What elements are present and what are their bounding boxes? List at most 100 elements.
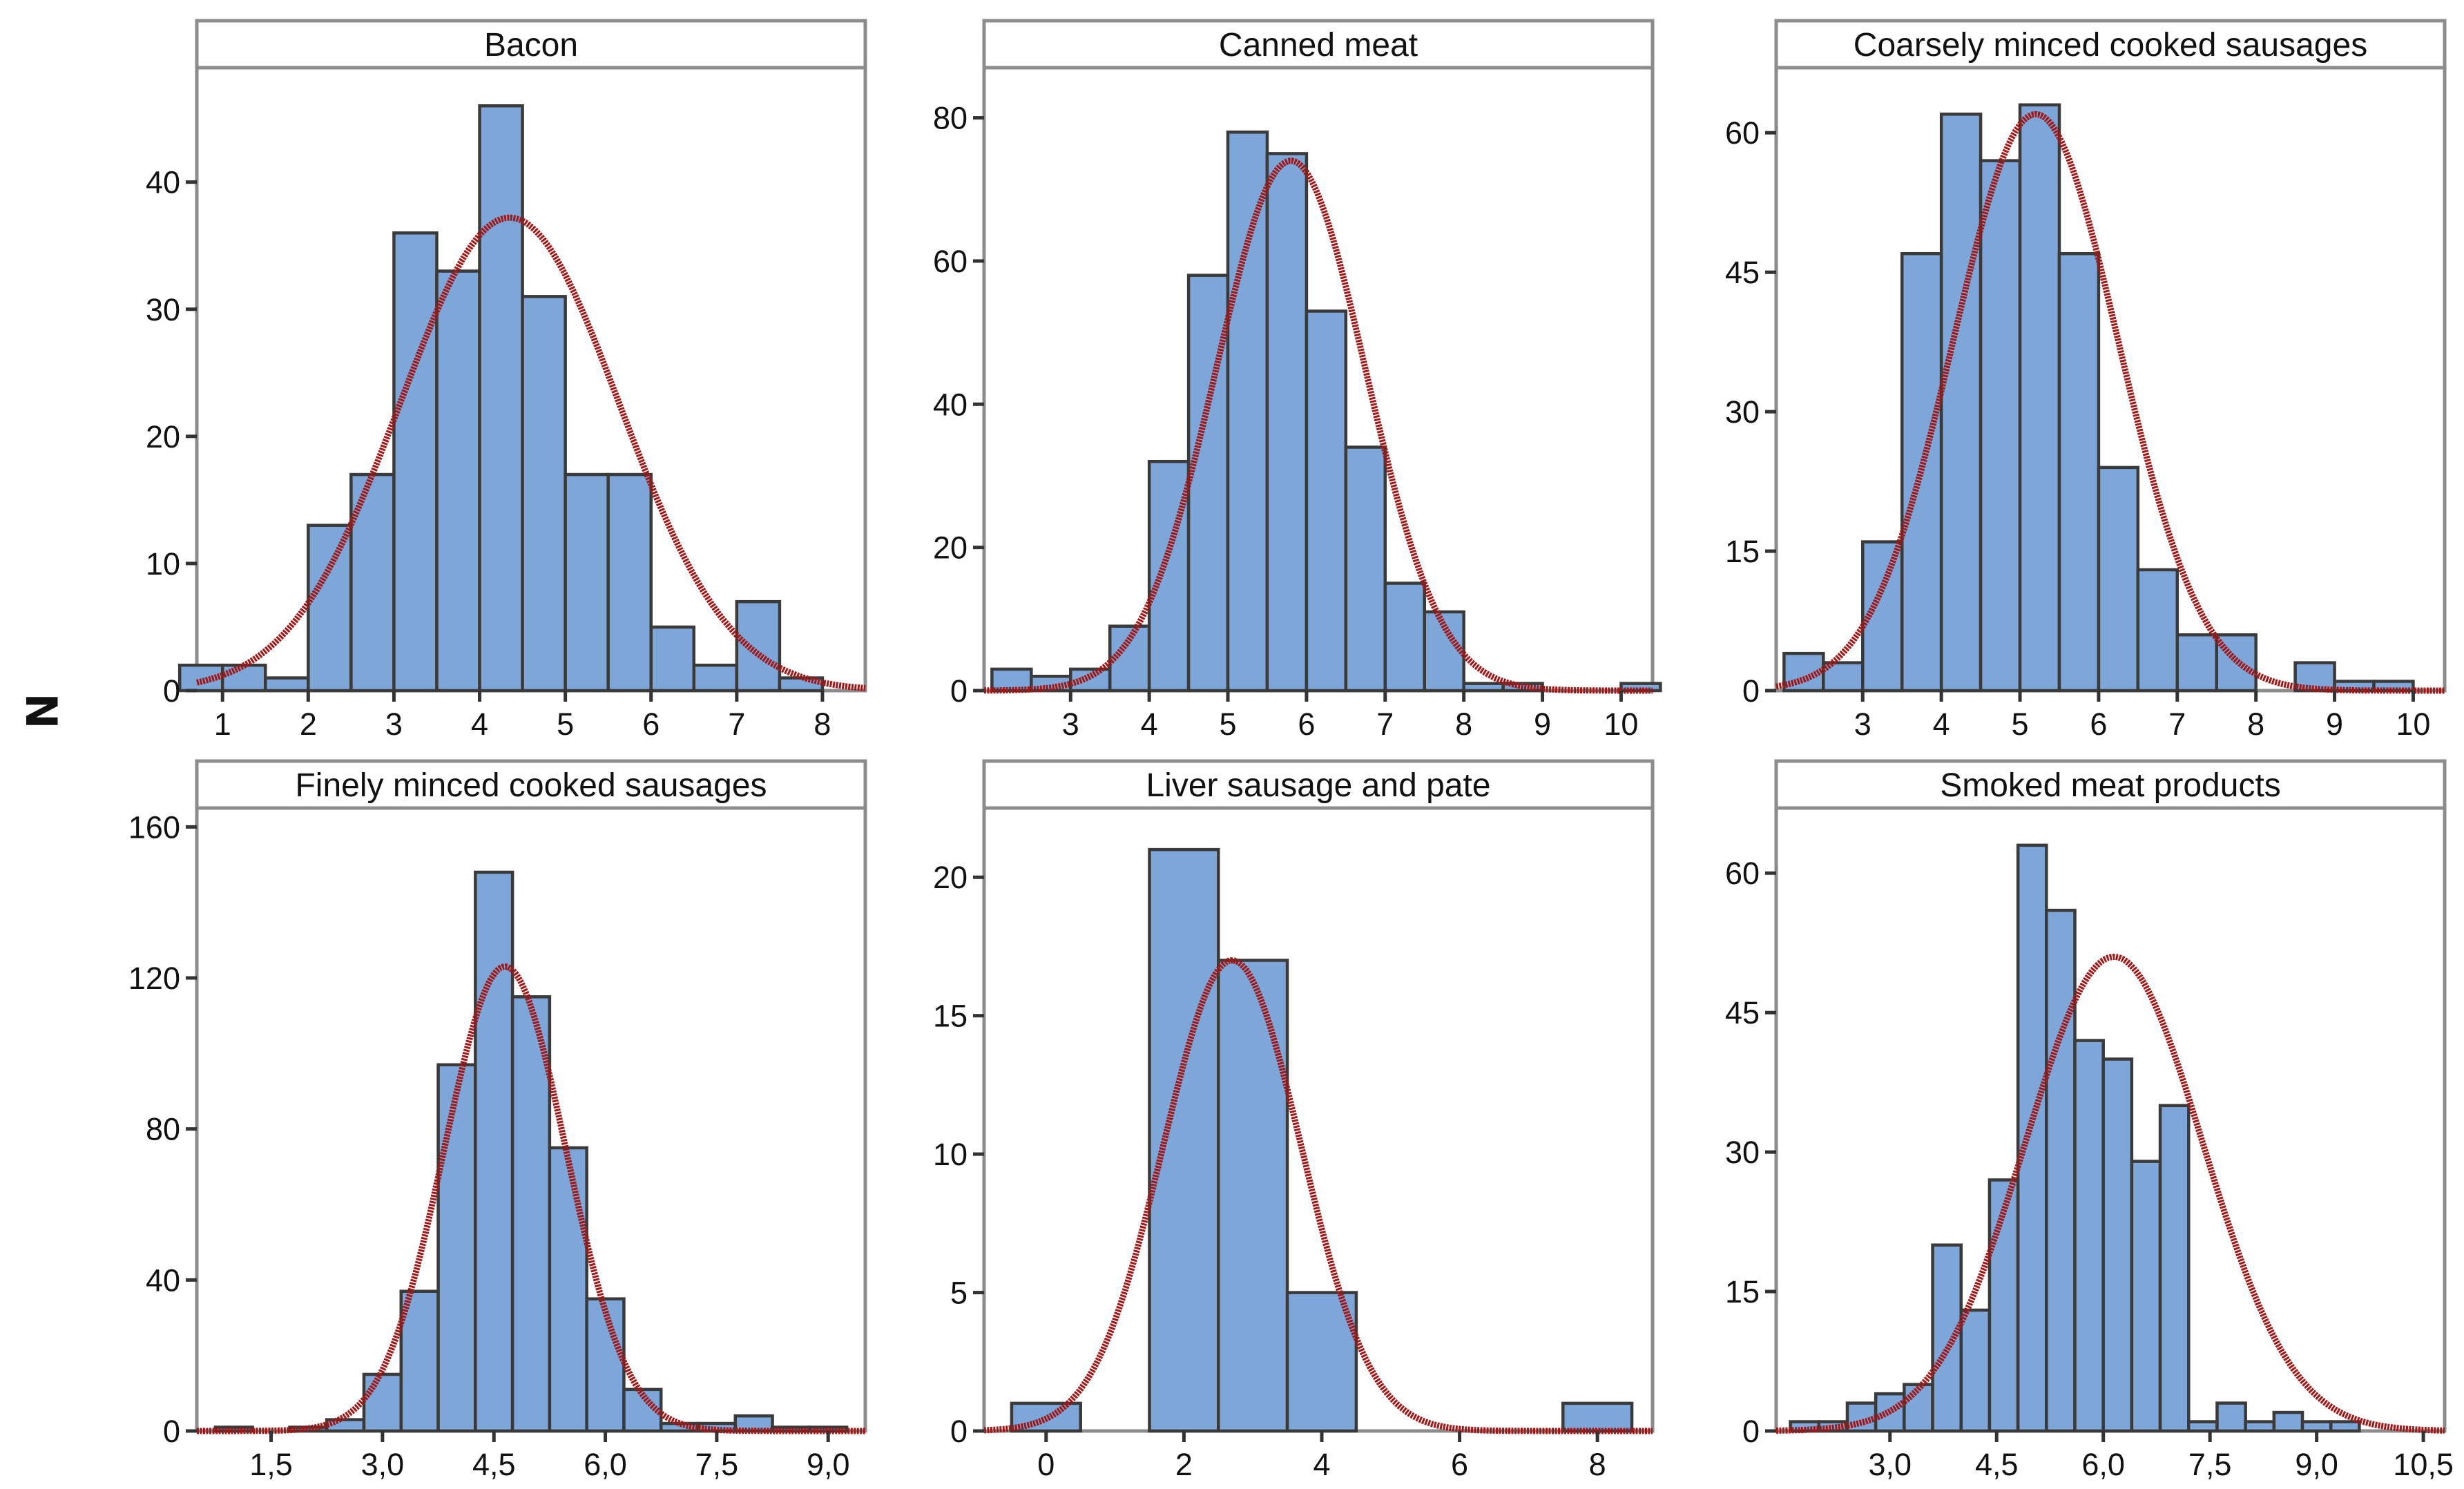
x-tick-label: 5 [557,707,574,742]
histogram-bar [2057,252,2101,693]
panel-title-strip [982,759,1655,810]
y-tick-label: 0 [1742,673,1760,709]
x-tick-label: 7,5 [2188,1447,2232,1482]
x-tick-label: 6 [2090,707,2107,742]
y-tick-label: 60 [1725,856,1760,891]
y-tick-label: 5 [950,1276,968,1311]
histogram-bar [399,1289,440,1433]
x-tick-label: 9,0 [2295,1447,2338,1482]
histogram-bar [2130,1160,2162,1433]
histogram-bar [2158,1104,2191,1433]
y-tick-label: 30 [146,292,180,327]
x-tick-label: 1 [214,707,231,742]
panel-title: Smoked meat products [1940,767,2281,804]
histogram-bar [2073,1039,2105,1433]
x-tick-label: 9 [2326,707,2343,742]
panel-1: Canned meat 0 20 40 60 80 3 4 5 6 7 8 9 10 [933,19,1662,742]
x-tick-label: 3,0 [361,1447,405,1482]
histogram-bar [362,1372,403,1433]
histogram-bar [1462,682,1505,693]
x-tick-label: 6,0 [2081,1447,2125,1482]
panel-title-strip [1774,759,2447,810]
panel-title: Finely minced cooked sausages [295,767,767,804]
histogram-bar [2175,633,2218,693]
histogram-bar [264,676,310,693]
y-tick-label: 120 [128,961,180,996]
x-tick-label: 9,0 [807,1447,850,1482]
x-tick-label: 6,0 [584,1447,627,1482]
y-tick-label: 60 [1725,115,1760,151]
x-tick-label: 7 [2168,707,2186,742]
histogram-bar [733,1414,774,1433]
histogram-bar [649,625,696,693]
x-tick-label: 0 [1037,1447,1055,1482]
y-tick-label: 20 [146,419,180,454]
histogram-bar [307,523,353,693]
panel-2: Coarsely minced cooked sausages015304560… [1725,19,2447,742]
histogram-bar [2244,1420,2276,1433]
histogram-bar [2272,1410,2304,1433]
histogram-bar [2136,568,2179,693]
histogram-bar [392,231,439,693]
x-tick-label: 6 [1451,1447,1468,1482]
y-tick-label: 0 [163,673,180,709]
histogram-bar [2329,1420,2361,1433]
histogram-bar [521,295,567,693]
histogram-bar [735,599,782,693]
y-tick-label: 10 [146,546,180,582]
histogram-bar [435,269,481,693]
histogram-bar [1939,113,1983,693]
x-tick-label: 2 [300,707,317,742]
y-tick-label: 80 [146,1112,180,1147]
y-tick-label: 15 [1725,534,1760,569]
normal-fit-curve [1775,953,2445,1434]
histogram-bar [1217,959,1289,1433]
y-tick-label: 80 [933,101,968,136]
x-tick-label: 8 [1455,707,1472,742]
histogram-bar [1861,540,1904,693]
normal-fit-curve [1775,111,2445,694]
panel-title: Canned meat [1219,27,1418,64]
panel-title-strip [982,19,1655,70]
panel-title: Bacon [484,27,578,64]
x-tick-label: 7 [728,707,745,742]
y-axis-label-text: N [17,693,68,729]
normal-fit-curve [196,963,866,1434]
x-tick-label: 2 [1175,1447,1193,1482]
x-tick-label: 4,5 [1975,1447,2019,1482]
y-tick-label: 0 [1742,1414,1760,1449]
x-tick-label: 5 [1220,707,1237,742]
histogram-bar [2215,1401,2247,1433]
histogram-bar [2097,465,2140,693]
panel-title: Liver sausage and pate [1146,767,1490,804]
panel-title-strip [1774,19,2447,70]
histogram-bar [606,472,653,693]
y-tick-label: 10 [933,1137,968,1172]
histogram-bar [2018,103,2061,693]
histogram-bar [478,104,524,693]
y-axis-label: N [18,680,68,736]
y-tick-label: 160 [128,809,180,845]
y-tick-label: 20 [933,530,968,566]
y-tick-label: 40 [146,165,180,200]
histogram-bar [692,663,739,693]
histogram-bar [564,472,610,693]
x-tick-label: 3 [1854,707,1871,742]
normal-fit-curve [195,214,866,691]
x-tick-label: 5 [2012,707,2029,742]
x-tick-label: 10 [1604,707,1638,742]
histogram-bar [1383,582,1426,693]
x-tick-label: 4 [1141,707,1158,742]
histogram-bar [2101,1057,2134,1433]
y-tick-label: 40 [146,1262,180,1298]
y-tick-label: 0 [950,673,968,709]
histogram-bar [1226,131,1269,693]
y-tick-label: 0 [950,1414,968,1449]
histogram-bar [1959,1308,1992,1433]
histogram-bar [1305,309,1348,693]
x-tick-label: 8 [1589,1447,1606,1482]
histogram-bar [2187,1420,2219,1433]
y-tick-label: 30 [1725,1135,1760,1170]
y-tick-label: 45 [1725,255,1760,290]
